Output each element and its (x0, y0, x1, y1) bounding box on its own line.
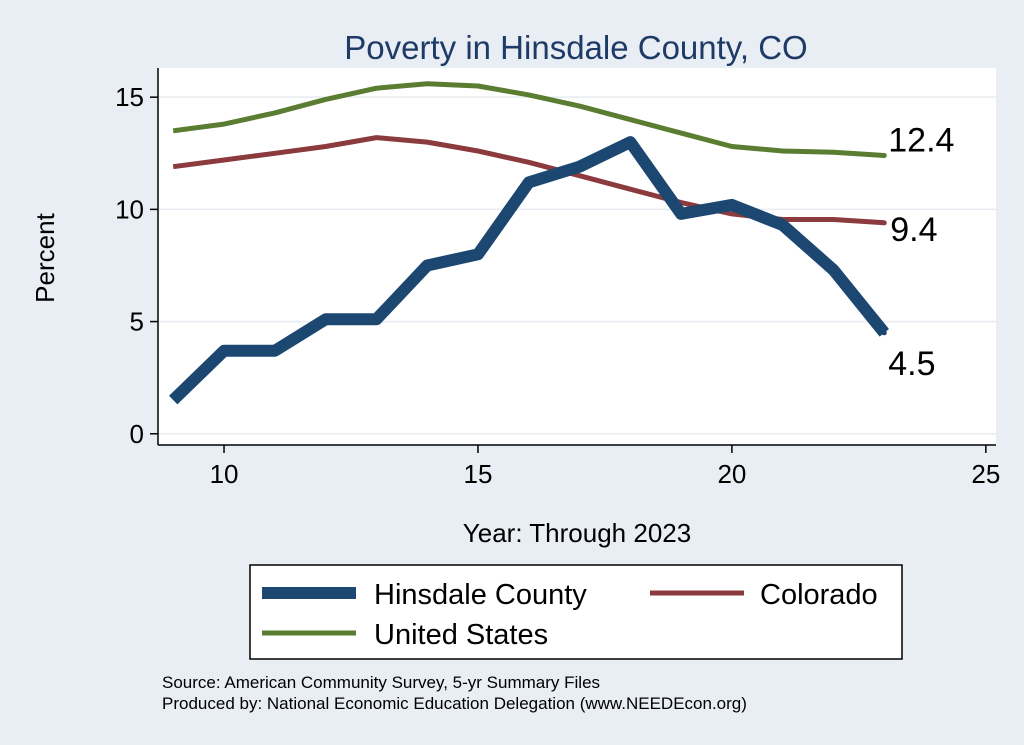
x-tick-label: 20 (717, 459, 746, 489)
gridlines (158, 96, 996, 435)
y-tick-label: 5 (130, 307, 144, 337)
y-axis-label: Percent (30, 212, 60, 302)
series-line-us (172, 81, 885, 158)
legend-label-hinsdale: Hinsdale County (374, 579, 587, 611)
x-axis-label: Year: Through 2023 (463, 518, 691, 548)
x-tick-label: 15 (464, 459, 493, 489)
chart-title: Poverty in Hinsdale County, CO (344, 29, 807, 66)
end-point-colorado (881, 220, 887, 226)
end-label-colorado: 9.4 (890, 211, 937, 249)
legend-label-colorado: Colorado (760, 579, 878, 611)
series-line-hinsdale (169, 136, 889, 405)
y-tick-label: 15 (115, 82, 144, 112)
axes (157, 68, 996, 446)
end-label-us: 12.4 (888, 122, 954, 160)
plot-area (158, 68, 996, 445)
end-labels: 4.5 9.4 12.4 (888, 122, 954, 383)
x-ticks: 10 15 20 25 (210, 445, 1000, 489)
series-lines (169, 81, 889, 405)
end-point-hinsdale (881, 330, 887, 336)
legend-label-us: United States (374, 619, 548, 651)
legend-box (249, 564, 903, 660)
x-tick-label: 10 (210, 459, 239, 489)
y-tick-label: 10 (115, 194, 144, 224)
produced-by-note: Produced by: National Economic Education… (162, 694, 747, 713)
source-note: Source: American Community Survey, 5-yr … (162, 673, 600, 692)
end-point-us (881, 153, 887, 159)
y-tick-label: 0 (130, 419, 144, 449)
legend: Hinsdale County Colorado United States (249, 564, 903, 660)
end-label-hinsdale: 4.5 (888, 345, 935, 383)
y-ticks: 0 5 10 15 (115, 82, 158, 449)
x-tick-label: 25 (971, 459, 1000, 489)
